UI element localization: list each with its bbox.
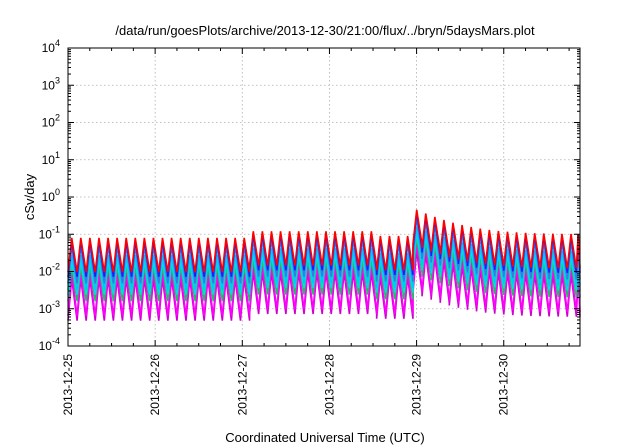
x-tick-label: 2013-12-30: [497, 354, 511, 416]
chart-title: /data/run/goesPlots/archive/2013-12-30/2…: [115, 23, 535, 38]
y-tick-label: 102: [42, 113, 60, 130]
y-tick-label: 10-1: [39, 224, 60, 241]
plot-series: [67, 209, 581, 321]
axis-ticks: [67, 47, 580, 347]
y-tick-label: 103: [42, 75, 60, 92]
y-tick-label: 10-2: [39, 262, 60, 279]
x-tick-label: 2013-12-28: [322, 354, 336, 416]
x-axis-label: Coordinated Universal Time (UTC): [225, 430, 424, 445]
y-tick-label: 101: [42, 150, 60, 167]
x-tick-labels: 2013-12-25 2013-12-26 2013-12-27 2013-12-28…: [61, 354, 511, 416]
x-tick-label: 2013-12-27: [235, 354, 249, 416]
y-tick-label: 104: [42, 38, 60, 55]
y-tick-labels: 10-4 10-3 10-2 10-1 100 101 102 103 104: [39, 38, 60, 353]
x-tick-label: 2013-12-25: [61, 354, 75, 416]
y-axis-label: cSv/day: [22, 173, 37, 220]
x-tick-label: 2013-12-29: [410, 354, 424, 416]
data-series-line: [67, 209, 581, 273]
x-tick-label: 2013-12-26: [148, 354, 162, 416]
y-tick-label: 10-3: [39, 299, 60, 316]
data-series-line: [67, 243, 581, 317]
y-tick-label: 100: [42, 187, 60, 204]
y-tick-label: 10-4: [39, 336, 60, 353]
